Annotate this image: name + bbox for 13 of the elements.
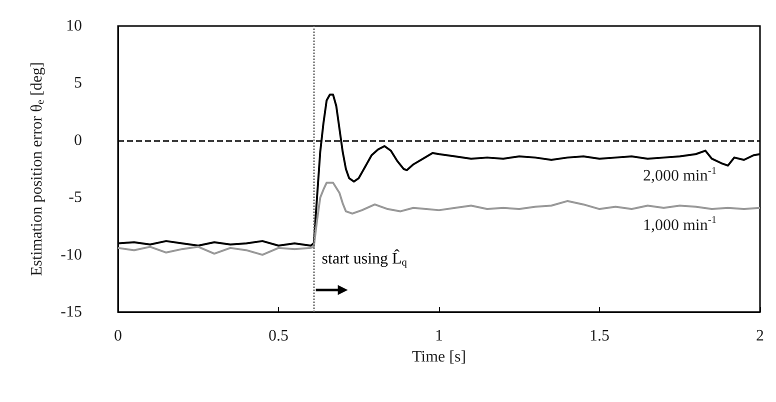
x-tick-label: 0.5 (268, 328, 288, 344)
y-tick-label: -10 (60, 246, 82, 264)
y-tick-label: 0 (74, 132, 82, 149)
x-tick-label: 1.5 (590, 328, 610, 344)
y-tick-label: -5 (68, 189, 82, 206)
y-tick-label: -15 (60, 304, 82, 320)
y-tick-label: 10 (66, 18, 82, 34)
x-tick-label: 0 (114, 328, 122, 344)
x-tick-label: 2 (756, 328, 764, 344)
x-axis-title: Time [s] (412, 348, 466, 366)
y-tick-label: 5 (74, 74, 82, 92)
y-axis-title: Estimation position error θe [deg] (28, 62, 46, 276)
x-tick-label: 1 (435, 328, 443, 344)
